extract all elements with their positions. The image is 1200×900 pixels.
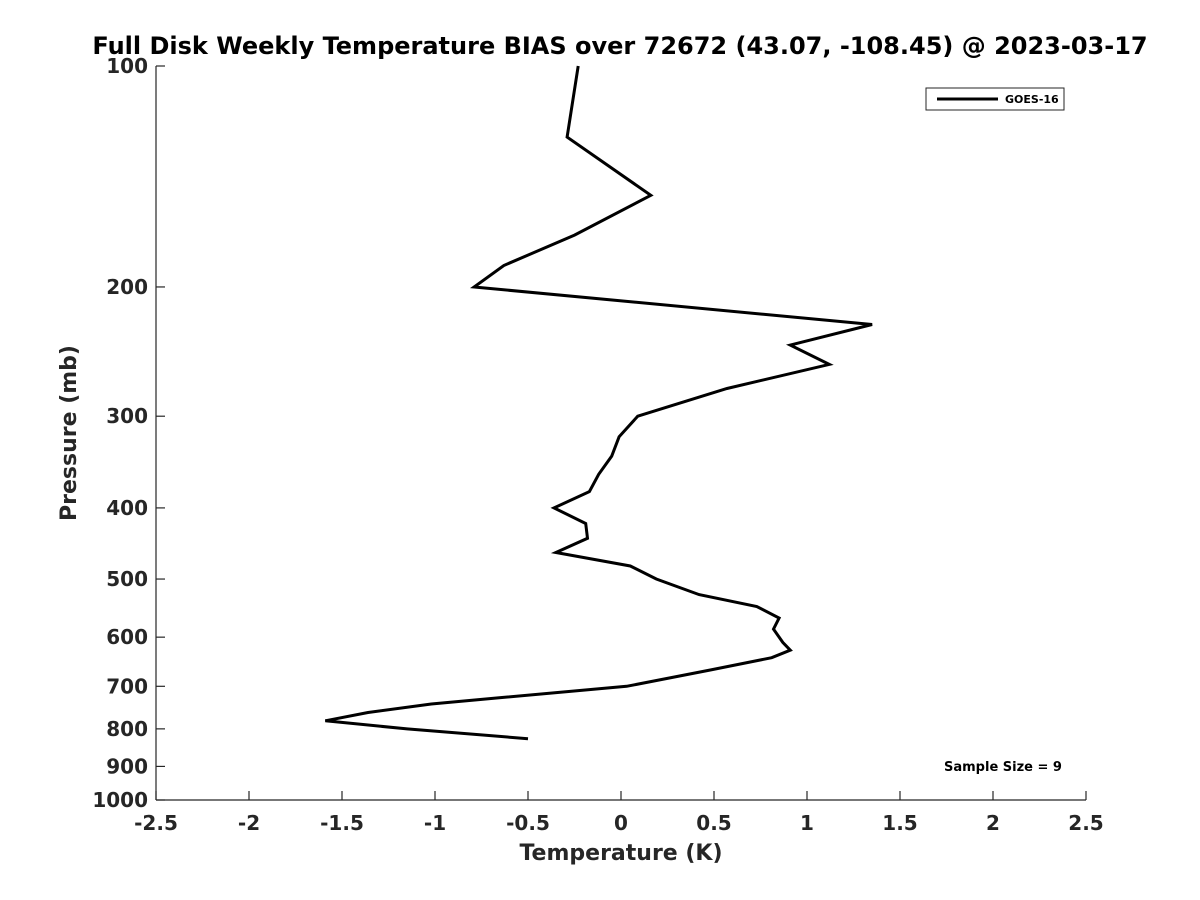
x-tick-label: 2.5 [1068,811,1103,835]
plot-area: -2.5 -2 -1.5 -1 -0.5 0 0.5 1 1.5 2 2.5 100 200 300 40… [92,54,1103,835]
y-axis-label: Pressure (mb) [57,345,82,521]
y-tick-label: 100 [106,54,148,78]
x-tick-label: -2 [238,811,260,835]
y-tick-label: 1000 [92,788,148,812]
x-tick-label: -1 [424,811,446,835]
y-axis-ticks: 100 200 300 400 500 600 700 800 900 1000 [92,54,165,812]
legend: GOES-16 [925,87,1065,111]
y-tick-label: 400 [106,496,148,520]
y-tick-label: 200 [106,275,148,299]
y-tick-label: 800 [106,717,148,741]
series-line-goes-16 [325,65,873,741]
x-tick-label: 0 [614,811,628,835]
y-tick-label: 300 [106,404,148,428]
x-tick-label: 2 [986,811,1000,835]
x-tick-label: -1.5 [320,811,364,835]
y-tick-label: 700 [106,674,148,698]
y-tick-label: 500 [106,567,148,591]
sample-size-annotation: Sample Size = 9 [944,760,1062,775]
x-tick-label: 0.5 [696,811,731,835]
series-layer [325,65,873,741]
x-tick-label: -2.5 [134,811,178,835]
x-tick-label: 1.5 [882,811,917,835]
y-tick-label: 900 [106,754,148,778]
y-tick-label: 600 [106,625,148,649]
x-axis-ticks: -2.5 -2 -1.5 -1 -0.5 0 0.5 1 1.5 2 2.5 [134,791,1104,835]
x-tick-label: 1 [800,811,814,835]
legend-label-goes-16: GOES-16 [1005,93,1059,106]
x-axis-label: Temperature (K) [519,841,722,866]
x-tick-label: -0.5 [506,811,550,835]
chart-title: Full Disk Weekly Temperature BIAS over 7… [92,32,1147,60]
